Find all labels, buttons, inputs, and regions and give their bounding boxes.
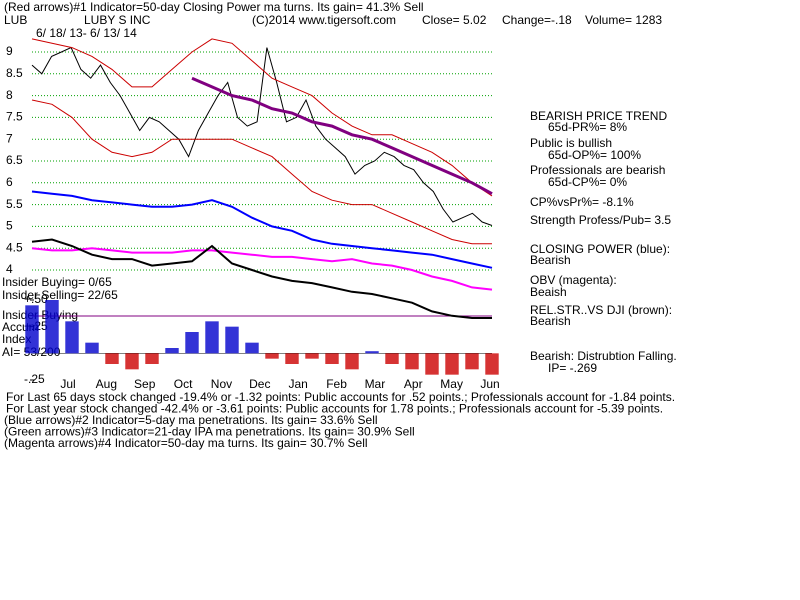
- footer-line: For Last 65 days stock changed -19.4% or…: [6, 390, 675, 404]
- change: Change=-.18: [502, 13, 572, 27]
- accum-bar: [285, 353, 299, 364]
- accum-bar: [145, 353, 159, 364]
- x-tick-label: Sep: [134, 377, 156, 391]
- footer-line: (Blue arrows)#2 Indicator=5-day ma penet…: [4, 413, 378, 427]
- accum-bar: [65, 321, 79, 354]
- y-tick-label: 8: [6, 88, 13, 102]
- right-note: IP= -.269: [548, 361, 597, 375]
- accum-bar: [445, 353, 459, 375]
- right-note: Bearish: Distrubtion Falling.: [530, 349, 677, 363]
- right-note: Bearish: [530, 314, 571, 328]
- footer-line: (Green arrows)#3 Indicator=21-day IPA ma…: [4, 425, 415, 439]
- x-tick-label: Oct: [174, 377, 193, 391]
- note: Index: [2, 332, 31, 346]
- right-note: 65d-PR%= 8%: [548, 120, 627, 134]
- y-tick-label: 5.5: [6, 197, 23, 211]
- accum-bar: [125, 353, 139, 370]
- accum-bar: [345, 353, 359, 370]
- right-note: REL.STR..VS DJI (brown):: [530, 303, 672, 317]
- right-note: BEARISH PRICE TREND: [530, 109, 667, 123]
- x-tick-label: Feb: [326, 377, 347, 391]
- x-tick-label: May: [440, 377, 463, 391]
- x-tick-label: Mar: [365, 377, 386, 391]
- accum-bar: [325, 353, 339, 364]
- accum-bar: [425, 353, 439, 375]
- accum-bar: [265, 353, 279, 359]
- footer-line: (Magenta arrows)#4 Indicator=50-day ma t…: [4, 436, 368, 450]
- accum-bar: [105, 353, 119, 364]
- accum-bar: [365, 351, 379, 354]
- series-line: [31, 190, 493, 269]
- series-line: [31, 46, 493, 226]
- accum-bar: [405, 353, 419, 370]
- accum-bar: [205, 321, 219, 354]
- x-tick-label: Jul: [60, 377, 75, 391]
- accum-bar: [225, 326, 239, 354]
- y-tick-label: 4.5: [6, 240, 23, 254]
- accum-bar: [465, 353, 479, 370]
- company: LUBY S INC: [84, 13, 151, 27]
- close: Close= 5.02: [422, 13, 487, 27]
- x-tick-label: Dec: [249, 377, 270, 391]
- right-note: Strength Profess/Pub= 3.5: [530, 213, 671, 227]
- y-tick-label: 5: [6, 219, 13, 233]
- right-note: Bearish: [530, 253, 571, 267]
- y-tick-label: 9: [6, 44, 13, 58]
- x-tick-label: Nov: [211, 377, 232, 391]
- accum-bar: [305, 353, 319, 359]
- y2-tick-label: +.50: [24, 292, 48, 306]
- series-line: [191, 76, 493, 196]
- accum-bar: [185, 332, 199, 354]
- x-tick-label: Aug: [96, 377, 117, 391]
- date-range: 6/ 18/ 13- 6/ 13/ 14: [36, 26, 137, 40]
- y-tick-label: 4: [6, 262, 13, 276]
- copyright: (C)2014 www.tigersoft.com: [252, 13, 396, 27]
- title: (Red arrows)#1 Indicator=50-day Closing …: [4, 0, 424, 14]
- accum-bar: [245, 342, 259, 354]
- note: Insider Buying: [2, 308, 78, 322]
- y-tick-label: 6: [6, 175, 13, 189]
- series-line: [31, 38, 493, 197]
- series-line: [31, 247, 493, 291]
- accum-bar: [85, 342, 99, 354]
- accum-bar: [45, 300, 59, 354]
- ticker: LUB: [4, 13, 27, 27]
- accum-bar: [165, 348, 179, 354]
- accum-bar: [385, 353, 399, 364]
- right-note: OBV (magenta):: [530, 273, 617, 287]
- y-tick-label: 7.5: [6, 110, 23, 124]
- right-note: 65d-CP%= 0%: [548, 175, 627, 189]
- right-note: Professionals are bearish: [530, 163, 665, 177]
- x-tick-label: Jan: [289, 377, 308, 391]
- note: Insider Buying= 0/65: [2, 275, 112, 289]
- y-tick-label: 7: [6, 131, 13, 145]
- y-tick-label: 8.5: [6, 66, 23, 80]
- series-line: [31, 238, 492, 319]
- right-note: 65d-OP%= 100%: [548, 148, 641, 162]
- x-tick-label: Apr: [404, 377, 423, 391]
- volume: Volume= 1283: [585, 13, 662, 27]
- right-note: CP%vsPr%= -8.1%: [530, 195, 634, 209]
- right-note: CLOSING POWER (blue):: [530, 242, 670, 256]
- y-tick-label: 6.5: [6, 153, 23, 167]
- accum-bar: [25, 305, 39, 354]
- right-note: Public is bullish: [530, 136, 612, 150]
- right-note: Beaish: [530, 285, 567, 299]
- note: Insider Selling= 22/65: [2, 288, 118, 302]
- footer-line: For Last year stock changed -42.4% or -3…: [6, 402, 663, 416]
- series-line: [31, 99, 492, 245]
- x-tick-label: Jun: [480, 377, 499, 391]
- accum-bar: [485, 353, 499, 375]
- y2-tick-label: -.25: [24, 372, 45, 386]
